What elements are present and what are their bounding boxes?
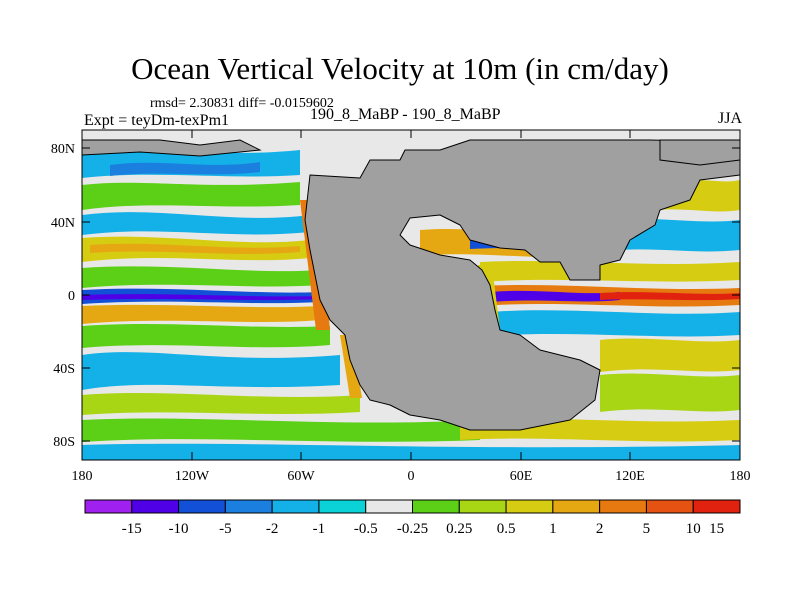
field-ssub-green	[82, 324, 330, 348]
colorbar-label-0: -15	[122, 521, 142, 537]
colorbar-label-11: 5	[643, 521, 651, 537]
colorbar-swatch-8	[458, 499, 507, 514]
colorbar-swatch-5	[318, 499, 367, 514]
field-eq-orange-s	[82, 304, 320, 324]
colorbar: -15 -10 -5 -2 -1 -0.5 -0.25 0.25 0.5 1 2 5 10 15	[84, 499, 741, 537]
lon-label-0: 0	[408, 469, 415, 484]
field-so-yellowgreen	[82, 392, 360, 415]
ocean-field	[82, 130, 740, 460]
field-ese-cyan	[490, 310, 740, 337]
lon-label-120e: 120E	[615, 469, 645, 484]
stats-label: rmsd= 2.30831 diff= -0.0159602	[150, 96, 334, 111]
colorbar-label-2: -5	[219, 521, 232, 537]
lon-label-180w: 180	[72, 469, 93, 484]
land-northeast	[659, 139, 740, 166]
colorbar-label-3: -2	[266, 521, 279, 537]
field-arctic-blue	[110, 162, 260, 176]
field-nsub-orange	[90, 243, 300, 254]
colorbar-label-12: 10	[686, 521, 701, 537]
map-title: Ocean Vertical Velocity at 10m (in cm/da…	[131, 51, 669, 86]
colorbar-swatch-7	[412, 499, 460, 514]
field-antarctic-cyan	[82, 443, 740, 460]
lon-label-60e: 60E	[510, 469, 533, 484]
field-nh-green	[82, 182, 300, 210]
colorbar-swatch-1	[131, 499, 180, 514]
comparison-label: 190_8_MaBP - 190_8_MaBP	[310, 106, 501, 123]
lon-label-120w: 120W	[175, 469, 210, 484]
colorbar-label-6: -0.25	[397, 521, 428, 537]
field-eeq-yellow	[480, 261, 740, 282]
colorbar-swatch-2	[178, 499, 226, 514]
colorbar-swatch-12	[645, 499, 694, 514]
lat-label-80s: 80S	[53, 435, 75, 450]
colorbar-label-7: 0.25	[446, 521, 472, 537]
colorbar-label-10: 2	[596, 521, 604, 537]
lat-label-0: 0	[68, 289, 75, 304]
field-eeq-red	[600, 292, 740, 301]
field-eq-purple	[82, 294, 320, 300]
colorbar-swatch-9	[505, 499, 554, 514]
colorbar-swatch-4	[271, 499, 320, 514]
field-se-yellowgreen	[600, 373, 740, 412]
field-nsub-cyan	[82, 212, 310, 235]
colorbar-swatch-6	[365, 499, 414, 514]
colorbar-swatch-13	[692, 499, 741, 514]
field-ssub-cyan	[82, 352, 340, 390]
lon-label-60w: 60W	[287, 469, 315, 484]
lon-label-180e: 180	[730, 469, 751, 484]
colorbar-label-1: -10	[169, 521, 189, 537]
lat-label-40n: 40N	[51, 216, 75, 231]
axis-ticks	[81, 130, 741, 460]
colorbar-label-8: 0.5	[497, 521, 516, 537]
lat-label-80n: 80N	[51, 142, 75, 157]
land-north-polar	[82, 139, 262, 157]
season-label: JJA	[717, 110, 742, 127]
colorbar-swatch-0	[84, 499, 133, 514]
colorbar-label-5: -0.5	[354, 521, 378, 537]
land-pangea	[304, 139, 740, 431]
field-so-green	[82, 418, 480, 442]
colorbar-swatch-10	[552, 499, 601, 514]
field-se-yellow	[600, 338, 740, 372]
colorbar-label-4: -1	[313, 521, 326, 537]
field-eeq-purple	[490, 290, 620, 302]
colorbar-swatch-11	[599, 499, 647, 514]
colorbar-swatch-3	[224, 499, 273, 514]
lat-label-40s: 40S	[53, 362, 75, 377]
colorbar-label-13: 15	[709, 521, 724, 537]
field-coast-orange-s	[340, 335, 362, 398]
field-eq-green-n	[82, 266, 320, 288]
colorbar-label-9: 1	[549, 521, 557, 537]
experiment-label: Expt = teyDm-texPm1	[84, 112, 230, 129]
